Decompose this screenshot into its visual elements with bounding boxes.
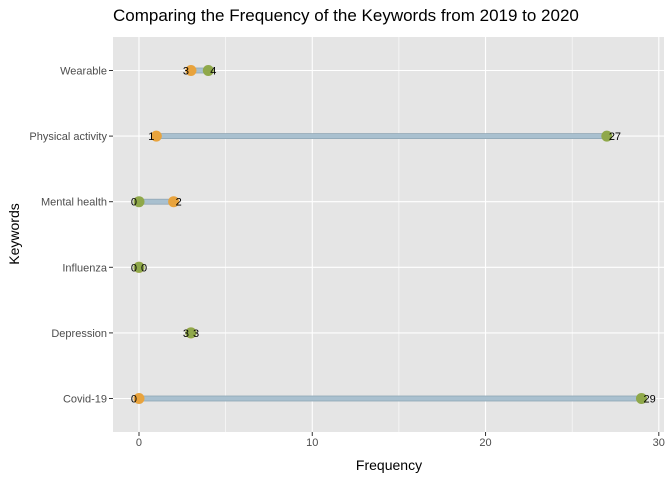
point-series-1	[185, 65, 197, 76]
point-series-2	[635, 393, 647, 404]
x-tick-label: 30	[653, 437, 665, 449]
y-tick-label: Covid-19	[63, 394, 107, 406]
point-series-1	[150, 130, 162, 142]
point-series-2	[133, 196, 145, 208]
plot-panel	[113, 37, 664, 432]
data-label-left: 3	[183, 328, 189, 340]
dumbbell-segment	[138, 395, 642, 402]
y-tick-label: Mental health	[41, 197, 107, 209]
data-label-right: 2	[176, 197, 182, 209]
point-series-1	[133, 393, 145, 404]
data-label-right: 4	[210, 66, 216, 78]
dumbbell-segment	[155, 133, 608, 140]
chart-marks: 3 41 270 20 03 30 29	[131, 65, 656, 406]
data-label-left: 1	[148, 131, 154, 143]
point-series-2	[601, 130, 613, 142]
x-tick-label: 20	[479, 437, 491, 449]
y-tick-label: Depression	[51, 328, 107, 340]
data-label-right: 27	[609, 131, 621, 143]
data-label-left: 0	[131, 394, 137, 406]
data-label-left: 0	[131, 262, 137, 274]
data-label-left: 3	[183, 66, 189, 78]
x-tick-label: 10	[306, 437, 318, 449]
y-axis-title: Keywords	[6, 203, 22, 264]
chart-title: Comparing the Frequency of the Keywords …	[113, 6, 579, 25]
data-label-right: 29	[643, 394, 655, 406]
x-tick-label: 0	[136, 437, 142, 449]
y-tick-label: Wearable	[60, 66, 107, 78]
x-axis-title: Frequency	[356, 457, 422, 473]
point-series-2	[133, 261, 145, 273]
data-label-left: 0	[131, 197, 137, 209]
y-tick-label: Physical activity	[29, 131, 107, 143]
y-tick-label: Influenza	[62, 262, 108, 274]
point-series-2	[185, 327, 197, 339]
x-axis: 0 10 20 30	[136, 432, 665, 449]
point-series-1	[168, 196, 180, 208]
data-label-right: 0	[141, 262, 147, 274]
y-axis: Wearable Physical activity Mental health In…	[29, 66, 113, 406]
point-series-2	[202, 65, 214, 76]
data-label-right: 3	[193, 328, 199, 340]
